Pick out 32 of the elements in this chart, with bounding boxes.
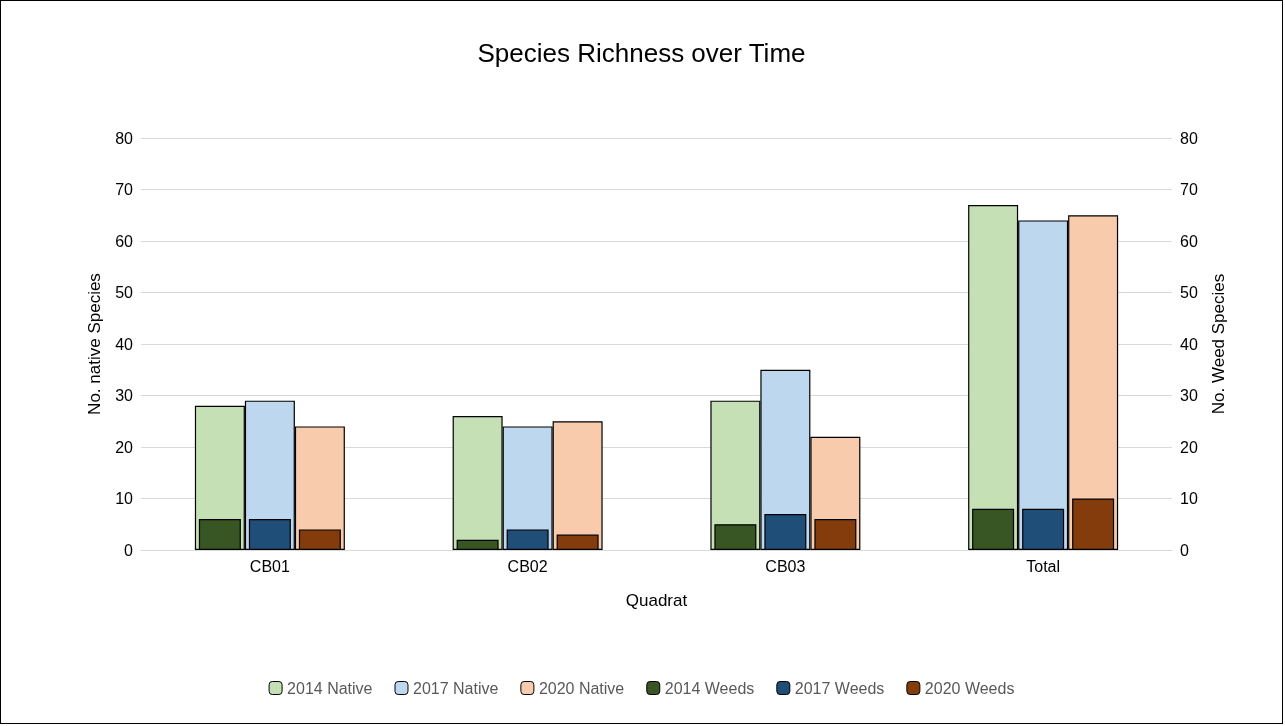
x-tick-label: CB02 [507,557,548,575]
y-tick-label: 30 [115,387,134,404]
x-tick-label: CB03 [765,557,806,575]
y2-tick-label: 40 [1180,335,1198,353]
y2-tick-label: 50 [1180,284,1198,301]
y-tick-label: 80 [115,129,134,147]
legend-label: 2014 Native [287,679,373,697]
y-axis-title: No. native Species [85,273,104,415]
y2-tick-label: 80 [1180,129,1198,147]
y-tick-label: 60 [115,232,134,250]
y2-tick-label: 30 [1180,387,1198,404]
legend-label: 2020 Native [538,679,625,697]
y2-tick-label: 0 [1180,541,1189,559]
y-tick-label: 20 [115,438,134,456]
y-tick-label: 70 [115,181,134,198]
y-tick-label: 40 [115,335,134,353]
y2-tick-label: 70 [1180,181,1198,198]
y2-tick-label: 10 [1180,490,1198,507]
x-tick-label: CB01 [249,557,290,575]
y2-tick-label: 20 [1180,438,1198,456]
y-tick-label: 50 [115,284,134,301]
x-axis-title: Quadrat [625,591,688,610]
y-tick-label: 0 [124,541,134,559]
x-tick-label: Total [1026,557,1061,575]
legend-label: 2017 Native [412,679,499,697]
y2-axis-title: No. Weed Species [1209,273,1228,415]
y-tick-label: 10 [115,490,134,507]
chart-title: Species Richness over Time [477,38,806,68]
legend-label: 2020 Weeds [924,679,1015,697]
y2-tick-label: 60 [1180,232,1198,250]
legend-label: 2014 Weeds [664,679,755,697]
legend-label: 2017 Weeds [794,679,885,697]
